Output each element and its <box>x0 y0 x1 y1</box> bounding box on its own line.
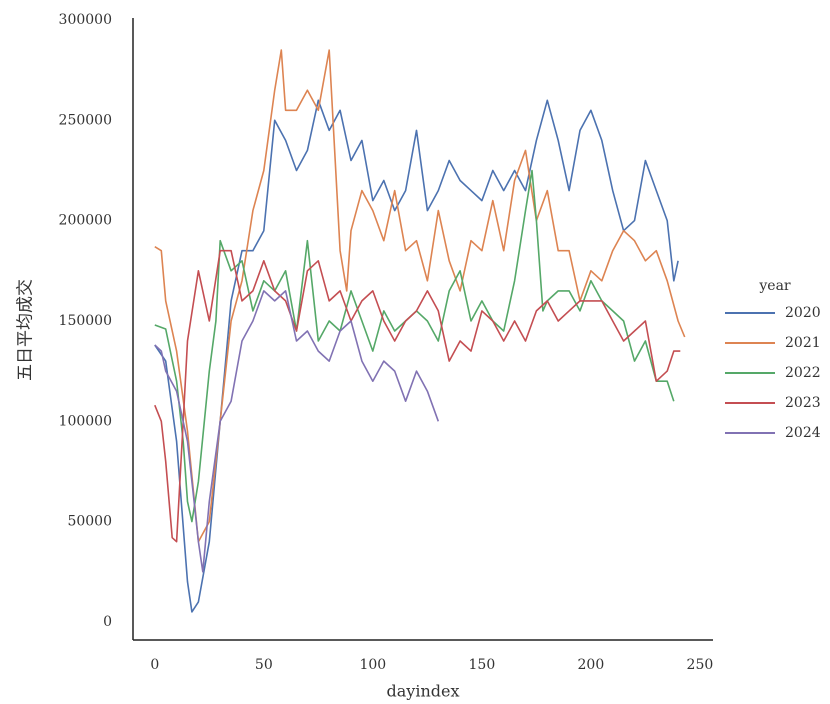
line-series <box>154 99 679 613</box>
x-tick-label: 150 <box>469 657 496 673</box>
y-tick-label: 150000 <box>59 313 112 329</box>
y-axis-label: 五日平均成交 <box>16 279 36 381</box>
y-tick-label: 50000 <box>67 514 112 530</box>
line-series <box>154 290 440 573</box>
y-tick-label: 300000 <box>59 12 112 28</box>
x-tick-label: 200 <box>578 657 605 673</box>
x-tick-label: 100 <box>359 657 386 673</box>
line-series <box>154 249 681 543</box>
y-tick-label: 250000 <box>59 112 112 128</box>
x-axis-label: dayindex <box>387 682 460 701</box>
y-tick-label: 100000 <box>59 413 112 429</box>
legend-label: 2022 <box>785 365 821 381</box>
legend-label: 2024 <box>785 425 821 441</box>
x-tick-label: 250 <box>687 657 714 673</box>
legend-label: 2020 <box>785 305 821 321</box>
legend-label: 2023 <box>785 395 821 411</box>
line-series <box>154 49 686 543</box>
line-series <box>154 169 675 523</box>
x-tick-label: 0 <box>150 657 159 673</box>
x-tick-label: 50 <box>255 657 273 673</box>
legend-title: year <box>758 278 791 294</box>
y-tick-label: 0 <box>103 614 112 630</box>
y-tick-label: 200000 <box>59 213 112 229</box>
legend-label: 2021 <box>785 335 821 351</box>
